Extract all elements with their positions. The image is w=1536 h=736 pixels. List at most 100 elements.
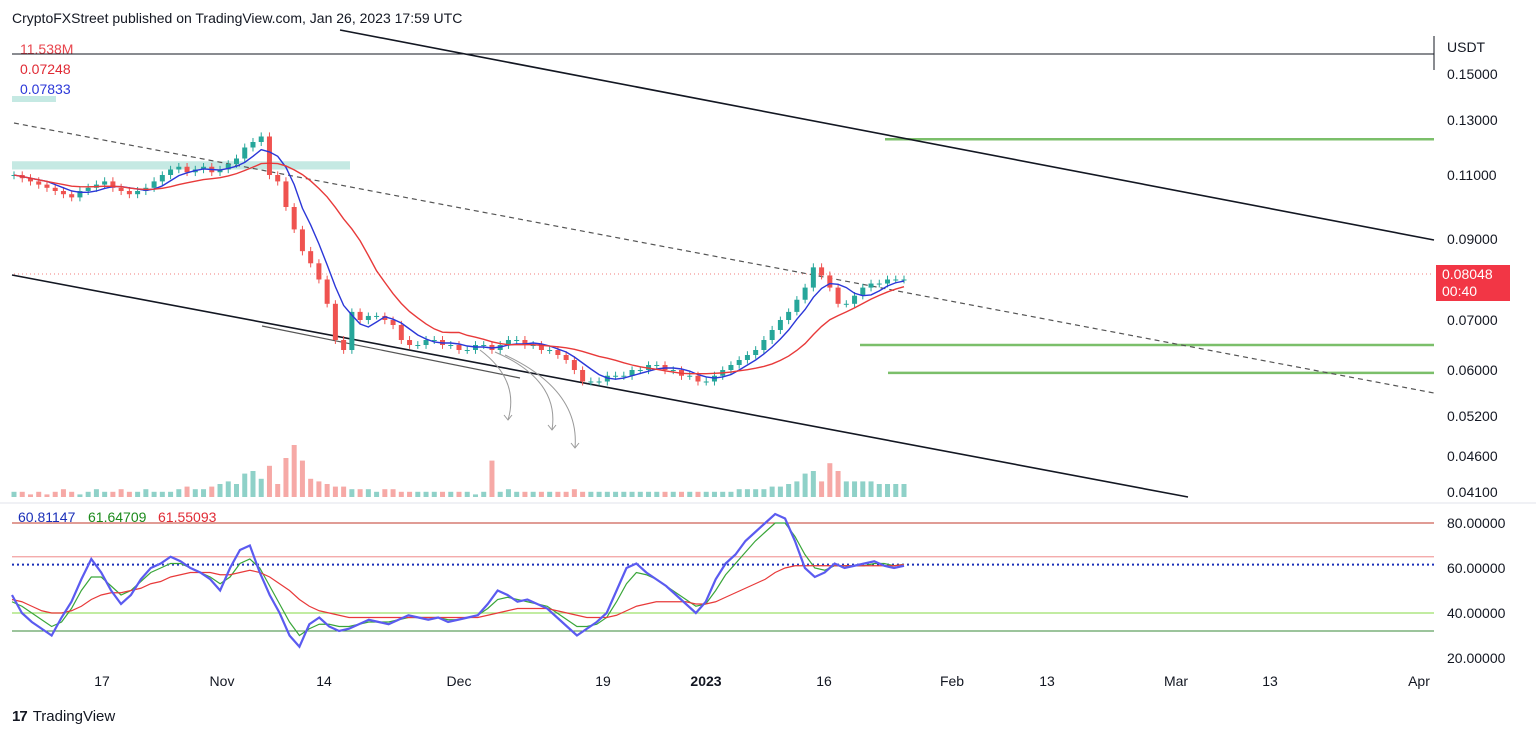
volume-bar — [184, 486, 190, 497]
volume-bar — [522, 491, 528, 497]
candle-body — [901, 279, 907, 281]
volume-bar — [77, 494, 83, 497]
time-axis-tick: 13 — [1039, 673, 1055, 689]
volume-bar — [308, 478, 314, 497]
candle-body — [819, 267, 825, 276]
legend-ma-blue: 0.07833 — [20, 81, 71, 97]
candle-body — [621, 375, 627, 377]
price-axis-tick: 0.04100 — [1447, 484, 1498, 500]
volume-bar — [629, 491, 635, 497]
candle-body — [654, 365, 660, 366]
price-axis-tick: 0.09000 — [1447, 231, 1498, 247]
legend-volume: 11.538M — [20, 41, 74, 57]
tradingview-logo-icon: 17 — [12, 708, 28, 725]
arrow-head-1 — [503, 414, 513, 421]
volume-bar — [613, 491, 619, 497]
candle-body — [234, 158, 239, 164]
volume-bar — [85, 491, 91, 497]
arrow-path-2 — [494, 351, 554, 431]
volume-bar — [423, 491, 429, 497]
time-axis-tick: 14 — [316, 673, 332, 689]
candle-body — [514, 340, 520, 341]
volume-bar — [299, 460, 305, 497]
legend-rsi-ma-red: 61.55093 — [158, 509, 217, 525]
tradingview-brand[interactable]: 17 TradingView — [12, 708, 115, 725]
volume-bar — [761, 489, 767, 497]
volume-bar — [448, 491, 454, 497]
volume-bar — [514, 491, 520, 497]
countdown-value: 00:40 — [1442, 283, 1478, 299]
candle-body — [102, 181, 108, 185]
candle-body — [85, 187, 91, 191]
volume-bar — [744, 489, 750, 497]
candle-body — [431, 340, 437, 341]
volume-bar — [258, 478, 264, 497]
volume-bar — [472, 494, 478, 497]
candle-body — [703, 381, 709, 383]
volume-bar — [588, 491, 594, 497]
candle-body — [382, 315, 388, 320]
candle-body — [398, 325, 404, 340]
candle-body — [60, 191, 66, 195]
volume-bar — [703, 491, 709, 497]
candle-body — [802, 287, 808, 300]
volume-bar — [201, 489, 207, 497]
time-axis-tick: Nov — [210, 673, 235, 689]
candle-body — [184, 166, 190, 173]
volume-bar — [332, 486, 338, 497]
volume-bar — [786, 484, 792, 497]
volume-bar — [695, 491, 701, 497]
legend-rsi: 60.81147 — [18, 509, 76, 525]
volume-bar — [794, 481, 800, 497]
volume-bar — [728, 491, 734, 497]
volume-bar — [27, 494, 33, 497]
volume-bar — [324, 484, 330, 497]
candle-body — [407, 340, 413, 345]
candle-body — [36, 181, 42, 185]
volume-bar — [365, 489, 371, 497]
dashed-trend-line — [13, 122, 1435, 394]
last-price-label: 0.08048 00:40 — [1436, 265, 1510, 301]
volume-bar — [505, 489, 511, 497]
candle-body — [250, 142, 256, 148]
volume-bar — [563, 491, 569, 497]
currency-label: USDT — [1447, 39, 1486, 55]
volume-bar — [357, 489, 363, 497]
candle-body — [217, 169, 223, 173]
candle-body — [481, 345, 487, 346]
volume-bar — [530, 491, 536, 497]
candle-body — [365, 315, 371, 320]
volume-bar — [604, 491, 610, 497]
volume-bar — [415, 491, 421, 497]
volume-bar — [901, 484, 907, 497]
volume-bar — [860, 481, 866, 497]
candle-body — [332, 303, 338, 340]
candle-body — [316, 263, 322, 280]
candle-body — [225, 164, 231, 170]
ma-red-line — [13, 162, 905, 375]
volume-bar — [192, 489, 198, 497]
candle-body — [736, 360, 742, 365]
candle-body — [588, 381, 594, 383]
candle-body — [126, 191, 132, 195]
candle-body — [448, 345, 454, 346]
volume-bar — [168, 491, 174, 497]
volume-bar — [407, 491, 413, 497]
candle-body — [77, 191, 83, 198]
candle-body — [794, 299, 800, 312]
volume-bar — [390, 489, 396, 497]
volume-bar — [662, 491, 668, 497]
candle-body — [423, 340, 429, 345]
candle-body — [753, 350, 759, 355]
rsi-ma-red-line — [11, 564, 905, 619]
last-price-value: 0.08048 — [1442, 266, 1493, 282]
candle-body — [596, 381, 602, 383]
candle-body — [769, 330, 775, 340]
channel-lower-line — [11, 274, 1189, 498]
volume-bar — [143, 489, 149, 497]
candle-body — [159, 175, 165, 182]
arrow-head-3 — [570, 442, 580, 449]
volume-bar — [283, 458, 289, 497]
time-axis-tick: Mar — [1164, 673, 1188, 689]
